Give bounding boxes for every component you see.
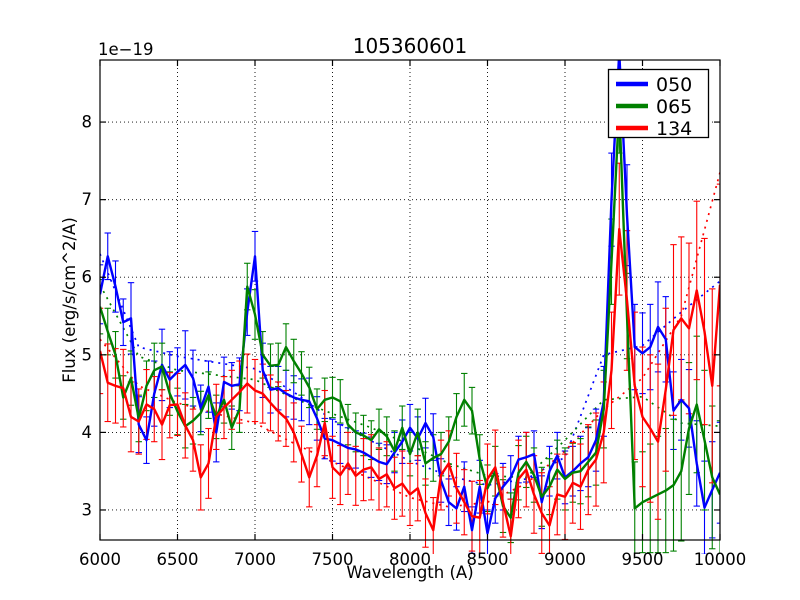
x-tick-label: 8500: [467, 550, 509, 569]
y-axis-label: Flux (erg/s/cm^2/A): [60, 217, 79, 383]
x-tick-label: 10000: [694, 550, 747, 569]
y-tick-label: 6: [82, 268, 93, 287]
y-tick-label: 5: [82, 345, 93, 364]
y-axis-offset-label: 1e−19: [98, 40, 153, 59]
tick-labels: 6000 6500 7000 7500 8000 8500 9000 9500 10000 3 4 5…: [79, 113, 746, 569]
x-tick-label: 6000: [79, 550, 121, 569]
series-065-fit-line: [100, 284, 720, 479]
x-tick-label: 9000: [544, 550, 586, 569]
x-tick-label: 8000: [389, 550, 431, 569]
x-tick-label: 7000: [234, 550, 276, 569]
x-tick-label: 6500: [157, 550, 199, 569]
x-tick-label: 7500: [312, 550, 354, 569]
y-tick-label: 8: [82, 113, 93, 132]
axis-ticks: [99, 60, 721, 540]
y-tick-label: 3: [82, 500, 93, 519]
y-tick-label: 4: [82, 423, 93, 442]
plot-title: 105360601: [353, 34, 468, 58]
legend-label-134: 134: [656, 118, 692, 140]
legend-label-050: 050: [656, 74, 692, 96]
legend: 050 065 134: [607, 68, 710, 140]
x-axis-label: Wavelength (A): [346, 563, 473, 582]
series-134-line: [100, 227, 720, 538]
series-065-line: [100, 105, 720, 519]
legend-label-065: 065: [656, 96, 692, 118]
x-tick-label: 9500: [622, 550, 664, 569]
y-tick-label: 7: [82, 190, 93, 209]
